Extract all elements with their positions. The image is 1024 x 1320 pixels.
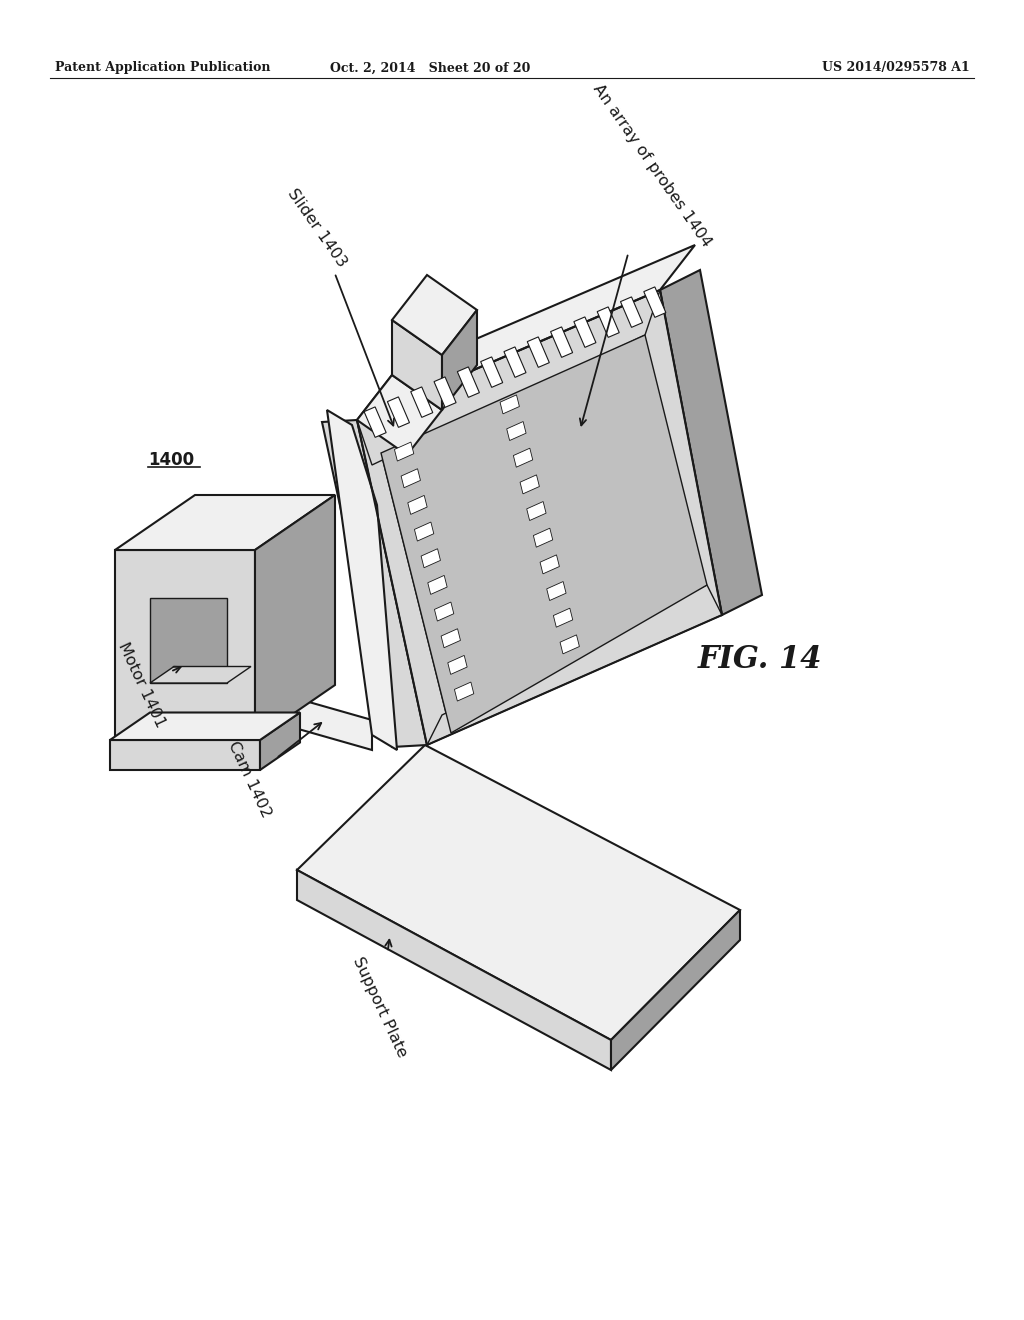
Polygon shape	[408, 495, 427, 515]
Polygon shape	[480, 356, 503, 387]
Polygon shape	[611, 909, 740, 1071]
Polygon shape	[504, 347, 526, 378]
Polygon shape	[442, 310, 477, 411]
Polygon shape	[621, 297, 642, 327]
Polygon shape	[322, 420, 427, 747]
Polygon shape	[297, 744, 740, 1040]
Polygon shape	[415, 523, 434, 541]
Polygon shape	[455, 682, 474, 701]
Polygon shape	[110, 741, 260, 770]
Polygon shape	[411, 387, 433, 417]
Text: An array of probes 1404: An array of probes 1404	[580, 82, 714, 425]
Polygon shape	[434, 378, 456, 408]
Text: US 2014/0295578 A1: US 2014/0295578 A1	[822, 62, 970, 74]
Polygon shape	[260, 713, 300, 770]
Polygon shape	[365, 407, 386, 437]
Polygon shape	[434, 602, 454, 620]
Polygon shape	[401, 469, 421, 487]
Text: 1400: 1400	[148, 451, 195, 469]
Polygon shape	[327, 411, 397, 750]
Polygon shape	[458, 367, 479, 397]
Polygon shape	[547, 582, 566, 601]
Polygon shape	[357, 375, 442, 455]
Polygon shape	[520, 475, 540, 494]
Polygon shape	[255, 495, 335, 741]
Polygon shape	[513, 449, 532, 467]
Polygon shape	[540, 554, 559, 574]
Polygon shape	[534, 528, 553, 548]
Polygon shape	[660, 271, 762, 615]
Text: Slider 1403: Slider 1403	[285, 186, 394, 425]
Polygon shape	[394, 442, 414, 461]
Polygon shape	[551, 327, 572, 358]
Polygon shape	[297, 870, 611, 1071]
Polygon shape	[427, 585, 722, 744]
Polygon shape	[447, 656, 467, 675]
Polygon shape	[526, 502, 546, 520]
Polygon shape	[115, 495, 335, 550]
Polygon shape	[357, 246, 695, 420]
Polygon shape	[441, 628, 461, 648]
Polygon shape	[527, 337, 549, 367]
Polygon shape	[392, 275, 477, 355]
Text: FIG. 14: FIG. 14	[697, 644, 822, 676]
Polygon shape	[500, 395, 519, 414]
Text: Motor 1401: Motor 1401	[115, 640, 180, 730]
Text: Patent Application Publication: Patent Application Publication	[55, 62, 270, 74]
Polygon shape	[392, 319, 442, 411]
Polygon shape	[428, 576, 447, 594]
Polygon shape	[387, 397, 410, 428]
Polygon shape	[115, 550, 255, 741]
Text: Support Plate: Support Plate	[350, 940, 410, 1060]
Polygon shape	[507, 421, 526, 441]
Polygon shape	[636, 290, 722, 615]
Polygon shape	[381, 335, 707, 733]
Text: Cam 1402: Cam 1402	[225, 723, 322, 820]
Polygon shape	[421, 549, 440, 568]
Polygon shape	[553, 609, 572, 627]
Polygon shape	[279, 693, 372, 750]
Polygon shape	[110, 713, 300, 741]
Polygon shape	[150, 667, 251, 682]
Polygon shape	[644, 286, 666, 317]
Polygon shape	[573, 317, 596, 347]
Polygon shape	[150, 598, 227, 682]
Text: Oct. 2, 2014   Sheet 20 of 20: Oct. 2, 2014 Sheet 20 of 20	[330, 62, 530, 74]
Polygon shape	[560, 635, 580, 653]
Polygon shape	[357, 420, 451, 744]
Polygon shape	[597, 308, 620, 338]
Polygon shape	[357, 290, 660, 465]
